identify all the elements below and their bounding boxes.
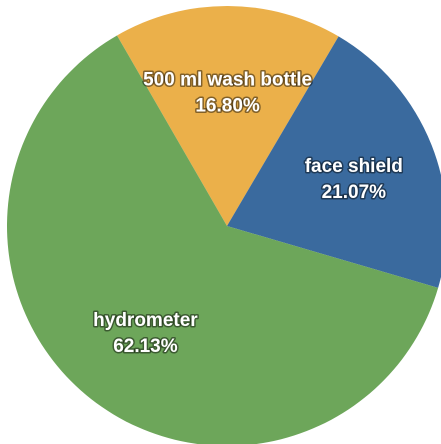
pie-slice-face-shield	[227, 36, 441, 288]
pie-slice-hydrometer	[7, 35, 439, 444]
pie-slices	[7, 6, 441, 444]
slice-value-label: 62.13%	[113, 336, 178, 357]
slice-value-label: 16.80%	[195, 96, 260, 117]
slice-label: 500 ml wash bottle	[143, 70, 312, 91]
slice-label: face shield	[305, 156, 403, 177]
pie-slice-500-ml-wash-bottle	[117, 6, 339, 227]
pie-labels: 500 ml wash bottle 16.80% face shield 21.07…	[92, 68, 405, 358]
slice-label: hydrometer	[93, 310, 198, 331]
slice-value-label: 21.07%	[322, 182, 387, 203]
